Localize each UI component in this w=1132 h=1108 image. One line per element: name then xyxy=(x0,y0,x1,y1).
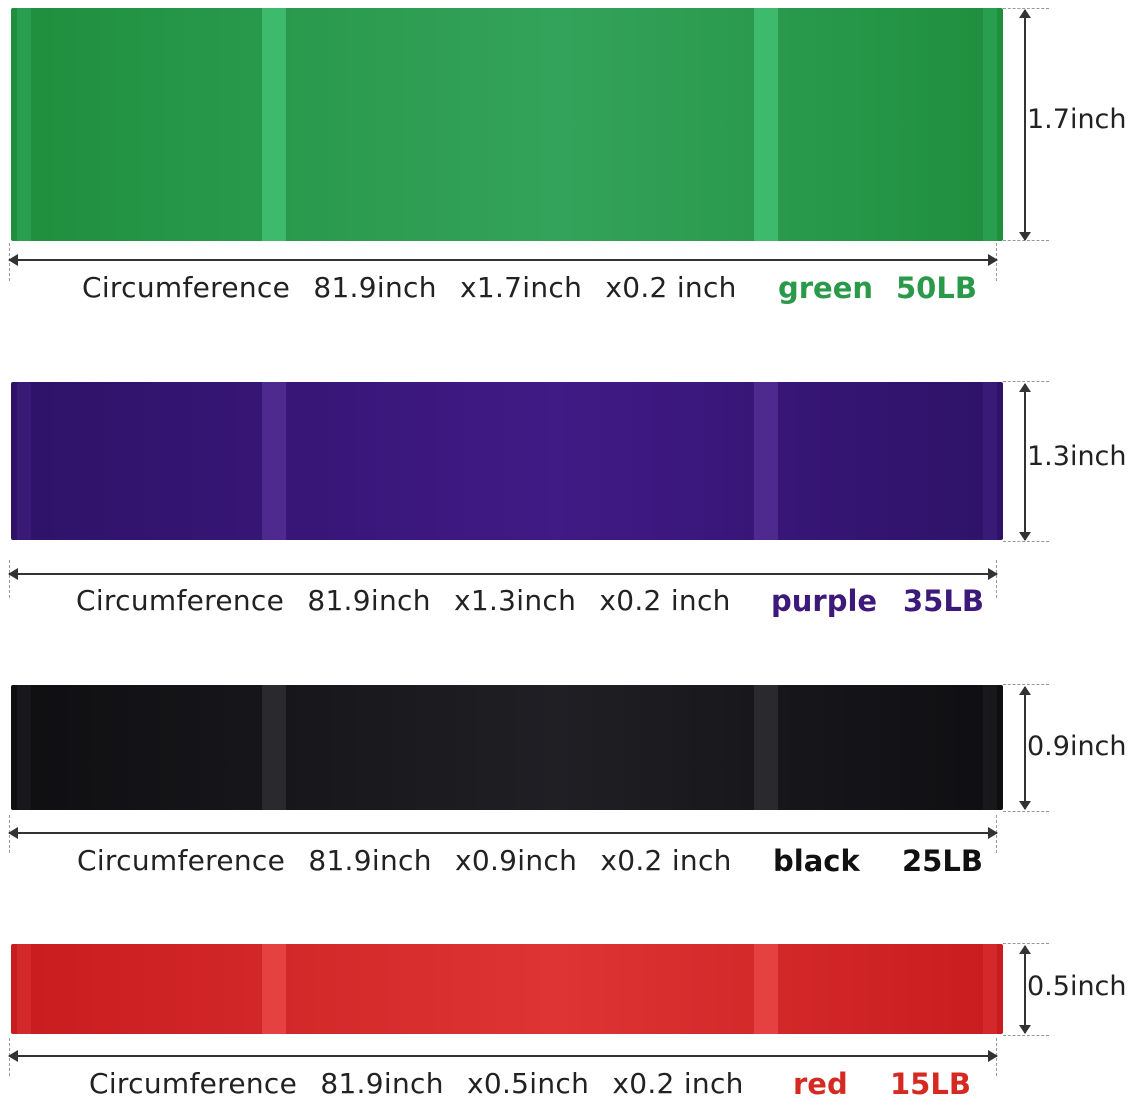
dimension-guide xyxy=(1003,541,1049,542)
dimension-guide xyxy=(1003,8,1049,9)
band-edge-left xyxy=(17,685,31,810)
spec-circumference: Circumference xyxy=(76,584,285,617)
spec-circumference: Circumference xyxy=(82,271,291,304)
spec-thickness: x0.2 inch xyxy=(612,1067,744,1100)
band-spec: Circumference 81.9inch x1.7inch x0.2 inc… xyxy=(82,271,751,304)
spec-width: x1.3inch xyxy=(453,584,577,617)
band-edge-right xyxy=(983,944,997,1034)
dimension-guide xyxy=(1003,1035,1049,1036)
resistance-load: 50LB xyxy=(896,271,977,305)
spec-thickness: x0.2 inch xyxy=(600,844,732,877)
spec-width: x1.7inch xyxy=(459,271,583,304)
resistance-load: 35LB xyxy=(903,584,984,618)
dimension-guide xyxy=(1003,381,1049,382)
spec-circumference: Circumference xyxy=(77,844,286,877)
band-purple xyxy=(11,382,1003,540)
band-edge-right xyxy=(983,382,997,540)
band-strap xyxy=(754,685,778,810)
spec-thickness: x0.2 inch xyxy=(599,584,731,617)
band-edge-left xyxy=(17,944,31,1034)
width-dimension-arrow xyxy=(1019,383,1031,541)
band-edge-left xyxy=(17,382,31,540)
width-label: 0.5inch xyxy=(1027,971,1127,1002)
resistance-load: 25LB xyxy=(902,844,983,878)
band-spec: Circumference 81.9inch x1.3inch x0.2 inc… xyxy=(76,584,745,617)
spec-length: 81.9inch xyxy=(313,271,437,304)
band-spec: Circumference 81.9inch x0.5inch x0.2 inc… xyxy=(89,1067,758,1100)
length-dimension-arrow xyxy=(8,254,998,266)
spec-length: 81.9inch xyxy=(308,844,432,877)
band-strap xyxy=(754,944,778,1034)
length-dimension-arrow xyxy=(8,827,998,839)
band-edge-right xyxy=(983,8,997,241)
spec-width: x0.5inch xyxy=(466,1067,590,1100)
color-name: red xyxy=(793,1067,848,1101)
spec-length: 81.9inch xyxy=(320,1067,444,1100)
width-dimension-arrow xyxy=(1019,945,1031,1034)
width-label: 0.9inch xyxy=(1027,731,1127,762)
color-name: green xyxy=(778,271,874,305)
width-dimension-arrow xyxy=(1019,9,1031,241)
band-strap xyxy=(262,944,286,1034)
band-strap xyxy=(754,8,778,241)
band-red xyxy=(11,944,1003,1034)
band-edge-left xyxy=(17,8,31,241)
color-name: purple xyxy=(771,584,878,618)
band-spec: Circumference 81.9inch x0.9inch x0.2 inc… xyxy=(77,844,746,877)
resistance-load: 15LB xyxy=(890,1067,971,1101)
length-dimension-arrow xyxy=(8,1050,998,1062)
band-edge-right xyxy=(983,685,997,810)
color-name: black xyxy=(773,844,860,878)
spec-thickness: x0.2 inch xyxy=(605,271,737,304)
dimension-guide xyxy=(1003,684,1049,685)
dimension-guide xyxy=(1003,811,1049,812)
spec-width: x0.9inch xyxy=(454,844,578,877)
width-label: 1.7inch xyxy=(1027,104,1127,135)
band-black xyxy=(11,685,1003,810)
width-label: 1.3inch xyxy=(1027,441,1127,472)
band-strap xyxy=(262,8,286,241)
width-dimension-arrow xyxy=(1019,686,1031,810)
band-strap xyxy=(262,685,286,810)
band-green xyxy=(11,8,1003,241)
dimension-guide xyxy=(1003,943,1049,944)
band-strap xyxy=(262,382,286,540)
length-dimension-arrow xyxy=(8,568,998,580)
spec-circumference: Circumference xyxy=(89,1067,298,1100)
spec-length: 81.9inch xyxy=(307,584,431,617)
band-strap xyxy=(754,382,778,540)
